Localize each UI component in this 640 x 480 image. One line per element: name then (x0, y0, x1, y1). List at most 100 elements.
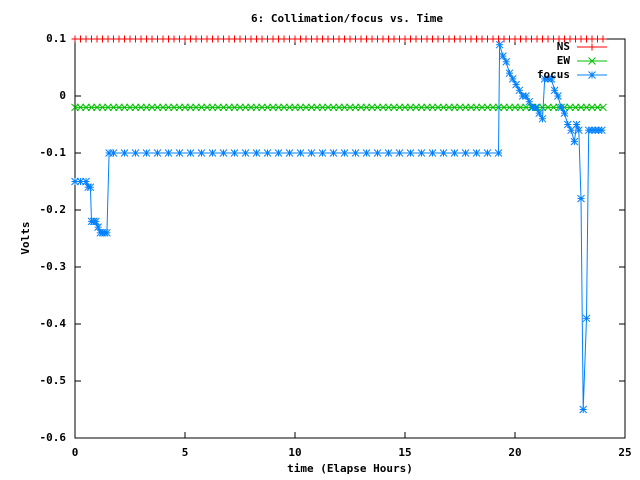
data-point (525, 97, 534, 106)
data-point (428, 103, 437, 112)
data-point (93, 103, 101, 112)
marker-stroke (103, 228, 111, 237)
data-point (263, 103, 272, 112)
data-point (274, 103, 283, 112)
marker-stroke (131, 103, 140, 112)
data-point (522, 92, 530, 100)
data-point (423, 103, 431, 112)
data-point (313, 103, 321, 112)
data-point (307, 149, 316, 157)
marker-stroke (417, 103, 426, 112)
data-point (230, 149, 239, 157)
marker-stroke (384, 103, 393, 112)
data-point (263, 149, 272, 157)
data-point (461, 149, 470, 157)
y-tick-label: -0.4 (40, 317, 67, 330)
marker-stroke (467, 103, 475, 112)
marker-stroke (516, 103, 525, 112)
marker-stroke (357, 103, 365, 112)
data-point (230, 103, 239, 112)
marker-stroke (582, 103, 591, 112)
marker-stroke (153, 149, 162, 157)
marker-stroke (329, 103, 338, 112)
marker-stroke (82, 177, 90, 186)
marker-stroke (368, 103, 376, 112)
marker-stroke (274, 149, 283, 157)
data-point (582, 103, 591, 112)
data-point (109, 103, 118, 112)
marker-stroke (572, 120, 581, 129)
data-point (368, 103, 376, 112)
marker-stroke (148, 103, 156, 112)
data-point (236, 103, 244, 112)
data-point (71, 177, 79, 186)
data-point (406, 103, 415, 112)
marker-stroke (384, 149, 393, 157)
marker-stroke (175, 149, 184, 157)
marker-stroke (197, 103, 206, 112)
data-point (203, 103, 211, 112)
marker-stroke (434, 103, 442, 112)
data-point (445, 103, 453, 112)
marker-stroke (92, 217, 100, 226)
marker-stroke (502, 57, 511, 66)
marker-stroke (285, 103, 294, 112)
data-point (472, 103, 481, 112)
marker-stroke (417, 149, 426, 157)
x-axis-label: time (Elapse Hours) (287, 462, 413, 475)
marker-stroke (104, 103, 112, 112)
data-point (483, 149, 492, 157)
marker-stroke (230, 149, 239, 157)
data-point (214, 103, 222, 112)
marker-stroke (120, 149, 129, 157)
marker-stroke (109, 149, 118, 157)
marker-stroke (82, 103, 90, 112)
marker-stroke (219, 103, 228, 112)
data-point (384, 103, 393, 112)
data-point (197, 149, 206, 157)
data-point (577, 194, 585, 203)
data-point (547, 75, 556, 83)
marker-stroke (258, 103, 266, 112)
marker-stroke (598, 126, 606, 135)
marker-stroke (219, 149, 228, 157)
marker-stroke (560, 109, 569, 117)
y-tick-label: -0.5 (40, 374, 67, 387)
data-point (505, 103, 514, 112)
data-point (285, 149, 294, 157)
chart-title: 6: Collimation/focus vs. Time (251, 12, 443, 25)
data-point (164, 149, 173, 157)
data-point (307, 103, 316, 112)
data-point (362, 149, 371, 157)
marker-stroke (461, 103, 470, 112)
data-point (197, 103, 206, 112)
x-tick-label: 20 (508, 446, 521, 459)
marker-stroke (373, 103, 382, 112)
marker-stroke (588, 57, 596, 65)
data-point (571, 103, 580, 112)
marker-stroke (307, 149, 316, 157)
data-point (450, 149, 459, 157)
data-point (252, 103, 261, 112)
marker-stroke (362, 103, 371, 112)
data-point (538, 114, 547, 123)
marker-stroke (324, 103, 332, 112)
marker-stroke (428, 103, 437, 112)
data-point (582, 314, 591, 323)
marker-stroke (115, 103, 123, 112)
marker-stroke (373, 149, 382, 157)
data-point (87, 103, 96, 112)
data-point (148, 103, 156, 112)
data-point (98, 103, 107, 112)
marker-stroke (153, 103, 162, 112)
data-point (103, 228, 111, 237)
marker-stroke (302, 103, 310, 112)
y-tick-label: 0.1 (46, 32, 66, 45)
marker-stroke (307, 103, 316, 112)
marker-stroke (505, 69, 514, 78)
data-point (142, 103, 151, 112)
marker-stroke (236, 103, 244, 112)
marker-stroke (423, 103, 431, 112)
